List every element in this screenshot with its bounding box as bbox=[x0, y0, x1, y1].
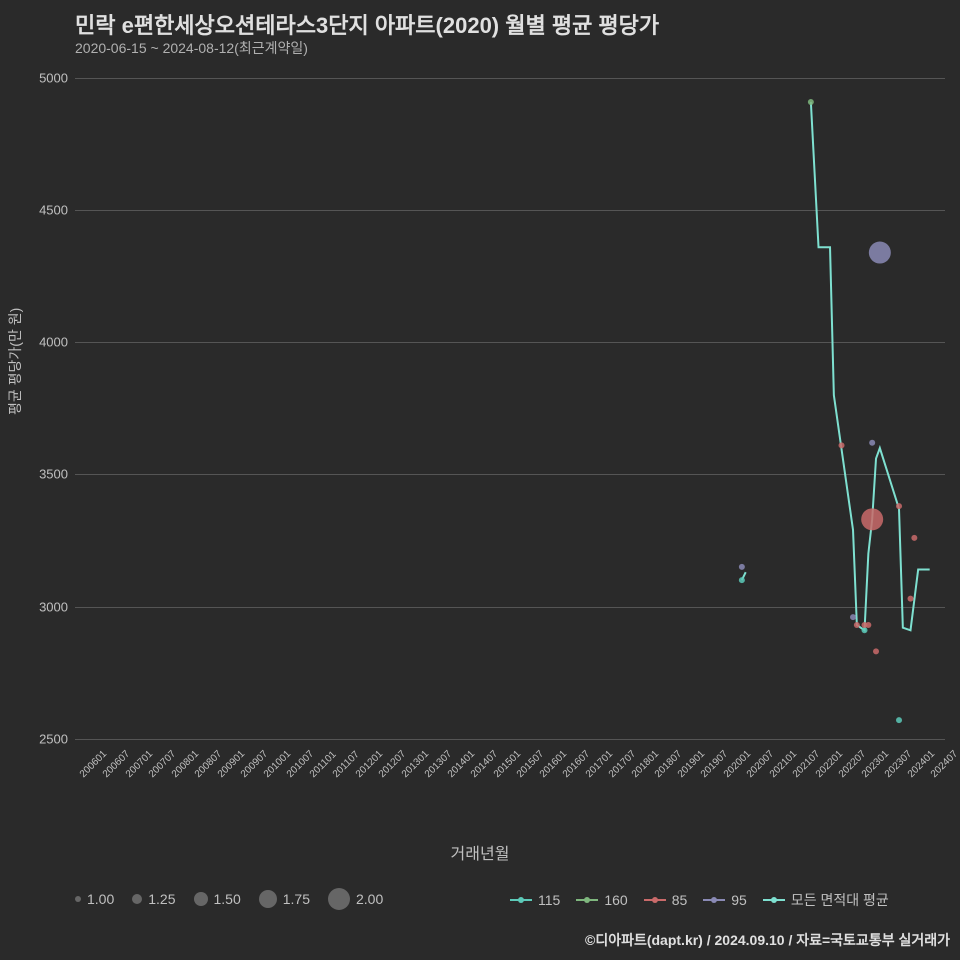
data-point bbox=[808, 99, 814, 105]
color-legend-marker bbox=[711, 897, 717, 903]
y-tick-label: 3500 bbox=[39, 467, 68, 482]
avg-line bbox=[811, 102, 930, 630]
size-legend-dot bbox=[194, 892, 208, 906]
chart-subtitle: 2020-06-15 ~ 2024-08-12(최근계약일) bbox=[75, 38, 308, 58]
data-point bbox=[865, 622, 871, 628]
data-point bbox=[854, 622, 860, 628]
size-legend-dot bbox=[132, 894, 142, 904]
data-point bbox=[908, 596, 914, 602]
color-legend-item: 115 bbox=[510, 892, 560, 908]
size-legend-label: 1.75 bbox=[283, 891, 310, 907]
color-legend-swatch bbox=[644, 899, 666, 901]
size-legend-dot bbox=[259, 890, 277, 908]
size-legend-item: 1.75 bbox=[259, 890, 310, 908]
size-legend-dot bbox=[328, 888, 350, 910]
chart-title: 민락 e편한세상오션테라스3단지 아파트(2020) 월별 평균 평당가 bbox=[75, 8, 659, 40]
size-legend-label: 1.50 bbox=[214, 891, 241, 907]
size-legend: 1.00 1.25 1.50 1.75 2.00 bbox=[75, 888, 383, 910]
size-legend-label: 1.25 bbox=[148, 891, 175, 907]
color-legend-item: 85 bbox=[644, 892, 688, 908]
size-legend-item: 2.00 bbox=[328, 888, 383, 910]
color-legend-marker bbox=[584, 897, 590, 903]
size-legend-item: 1.00 bbox=[75, 891, 114, 907]
chart-container: 민락 e편한세상오션테라스3단지 아파트(2020) 월별 평균 평당가 202… bbox=[0, 0, 960, 960]
color-legend-swatch bbox=[763, 899, 785, 901]
data-point bbox=[850, 614, 856, 620]
data-point bbox=[896, 503, 902, 509]
data-point bbox=[839, 442, 845, 448]
y-tick-label: 3000 bbox=[39, 599, 68, 614]
size-legend-dot bbox=[75, 896, 81, 902]
color-legend-marker bbox=[518, 897, 524, 903]
y-tick-label: 4000 bbox=[39, 335, 68, 350]
chart-plot-area bbox=[75, 65, 945, 765]
color-legend: 115 160 85 95 모든 면적대 평균 bbox=[510, 890, 889, 910]
data-point bbox=[869, 242, 891, 264]
color-legend-item: 160 bbox=[576, 892, 627, 908]
chart-caption: ©디아파트(dapt.kr) / 2024.09.10 / 자료=국토교통부 실… bbox=[585, 930, 950, 950]
data-point bbox=[739, 577, 745, 583]
data-point bbox=[869, 440, 875, 446]
size-legend-label: 1.00 bbox=[87, 891, 114, 907]
data-point bbox=[873, 648, 879, 654]
color-legend-swatch bbox=[703, 899, 725, 901]
color-legend-swatch bbox=[510, 899, 532, 901]
color-legend-item: 95 bbox=[703, 892, 747, 908]
data-point bbox=[861, 508, 883, 530]
data-point bbox=[862, 627, 868, 633]
size-legend-item: 1.50 bbox=[194, 891, 241, 907]
y-axis-label: 평균 평당가(만 원) bbox=[5, 308, 25, 415]
y-tick-label: 2500 bbox=[39, 731, 68, 746]
color-legend-marker bbox=[771, 897, 777, 903]
color-legend-marker bbox=[652, 897, 658, 903]
color-legend-label: 모든 면적대 평균 bbox=[791, 890, 889, 910]
color-legend-label: 160 bbox=[604, 892, 627, 908]
color-legend-swatch bbox=[576, 899, 598, 901]
y-tick-label: 5000 bbox=[39, 71, 68, 86]
x-axis-label: 거래년월 bbox=[0, 840, 960, 864]
color-legend-item: 모든 면적대 평균 bbox=[763, 890, 889, 910]
size-legend-item: 1.25 bbox=[132, 891, 175, 907]
color-legend-label: 115 bbox=[538, 892, 560, 908]
y-tick-label: 4500 bbox=[39, 203, 68, 218]
data-point bbox=[739, 564, 745, 570]
data-point bbox=[896, 717, 902, 723]
size-legend-label: 2.00 bbox=[356, 891, 383, 907]
data-point bbox=[911, 535, 917, 541]
color-legend-label: 85 bbox=[672, 892, 688, 908]
color-legend-label: 95 bbox=[731, 892, 747, 908]
